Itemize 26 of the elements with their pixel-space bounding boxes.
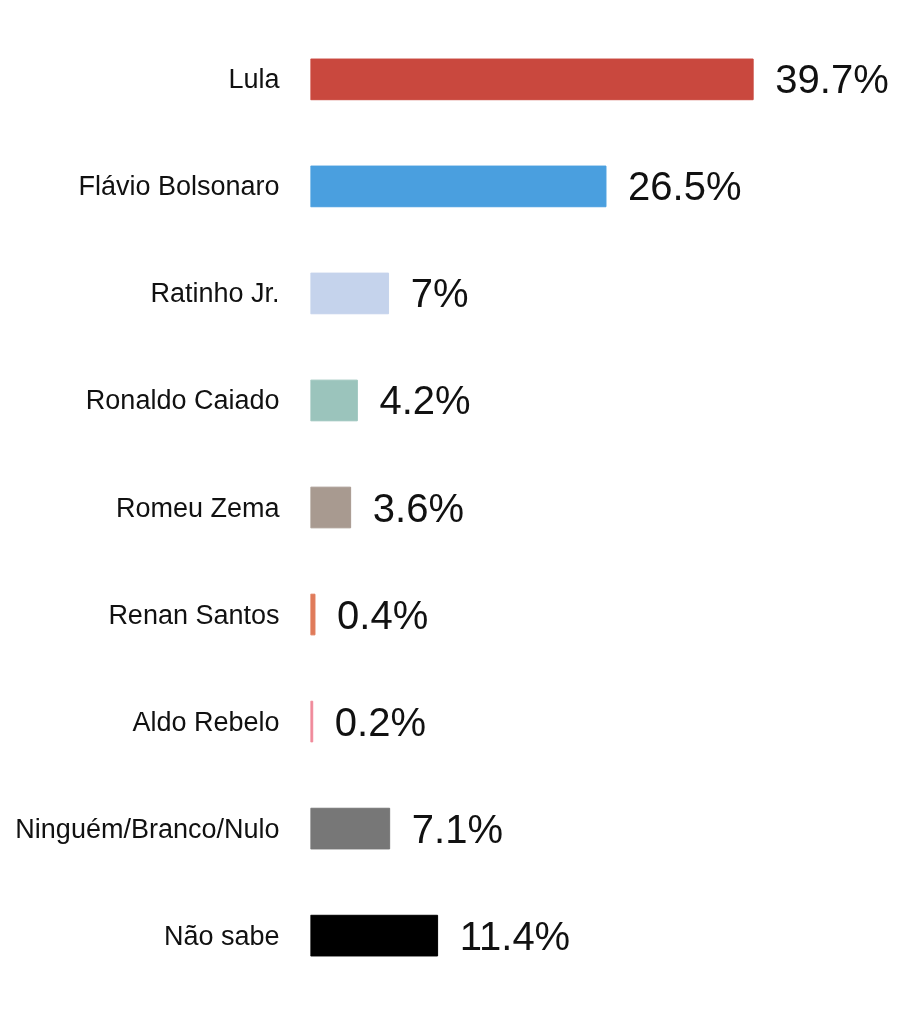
data-label: 4.2% (379, 378, 471, 423)
data-label: 3.6% (372, 485, 464, 530)
y-tick-label: Ronaldo Caiado (85, 385, 280, 416)
data-label: 26.5% (628, 164, 742, 209)
bar (310, 807, 391, 850)
bar (310, 914, 439, 957)
bar (310, 379, 358, 422)
y-tick-label: Ratinho Jr. (150, 278, 280, 309)
y-tick-label: Não sabe (163, 920, 280, 951)
data-label: 7% (410, 271, 469, 316)
bar (310, 593, 316, 636)
data-label: 11.4% (459, 913, 571, 958)
y-tick-label: Ninguém/Branco/Nulo (15, 813, 280, 844)
bar (310, 486, 352, 529)
data-label: 0.4% (337, 592, 429, 637)
y-tick-label: Lula (228, 64, 281, 95)
bar (310, 272, 390, 315)
y-tick-label: Aldo Rebelo (132, 706, 280, 737)
y-tick-label: Flávio Bolsonaro (78, 171, 280, 202)
y-tick-label: Renan Santos (108, 599, 280, 630)
data-label: 0.2% (334, 699, 427, 744)
bar (310, 165, 607, 208)
data-label: 7.1% (411, 806, 503, 851)
bar (310, 58, 754, 101)
y-tick-label: Romeu Zema (115, 492, 281, 523)
data-label: 39.7% (775, 57, 889, 102)
